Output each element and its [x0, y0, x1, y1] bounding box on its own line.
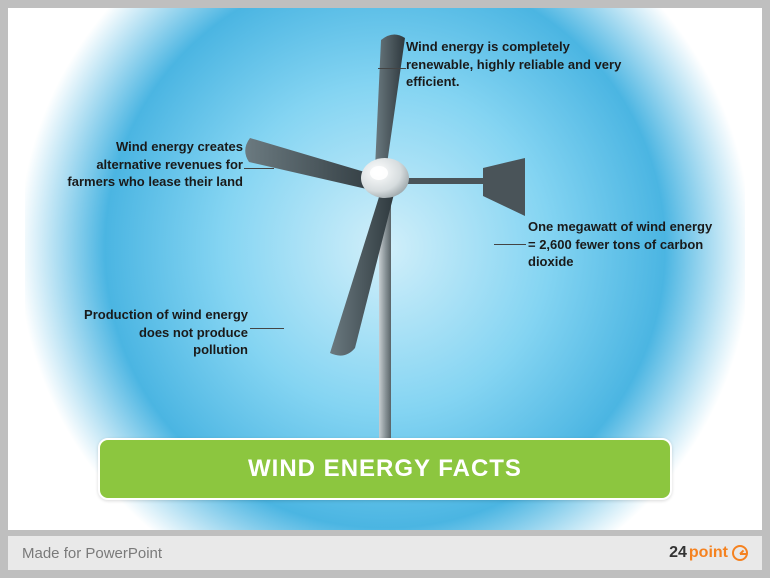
leader-line	[244, 168, 274, 169]
footer: Made for PowerPoint 24 point	[8, 536, 762, 570]
leader-line	[494, 244, 526, 245]
turbine-hub-highlight	[370, 166, 388, 180]
callout-pollution: Production of wind energy does not produ…	[83, 306, 248, 359]
title-bar: WIND ENERGY FACTS	[98, 438, 672, 500]
brand-24: 24	[669, 544, 687, 562]
title-text: WIND ENERGY FACTS	[248, 455, 522, 483]
footer-left-text: Made for PowerPoint	[22, 545, 162, 562]
leader-line	[250, 328, 284, 329]
leader-line	[378, 68, 406, 69]
turbine-tail-fin	[483, 158, 525, 216]
brand-point: point	[689, 544, 728, 562]
brand-logo: 24 point	[669, 544, 748, 562]
callout-carbon: One megawatt of wind energy = 2,600 fewe…	[528, 218, 718, 271]
callout-renewable: Wind energy is completely renewable, hig…	[406, 38, 626, 91]
canvas: Wind energy is completely renewable, hig…	[8, 8, 762, 530]
slide: Wind energy is completely renewable, hig…	[0, 0, 770, 578]
clock-icon	[732, 545, 748, 561]
callout-revenues: Wind energy creates alternative revenues…	[63, 138, 243, 191]
